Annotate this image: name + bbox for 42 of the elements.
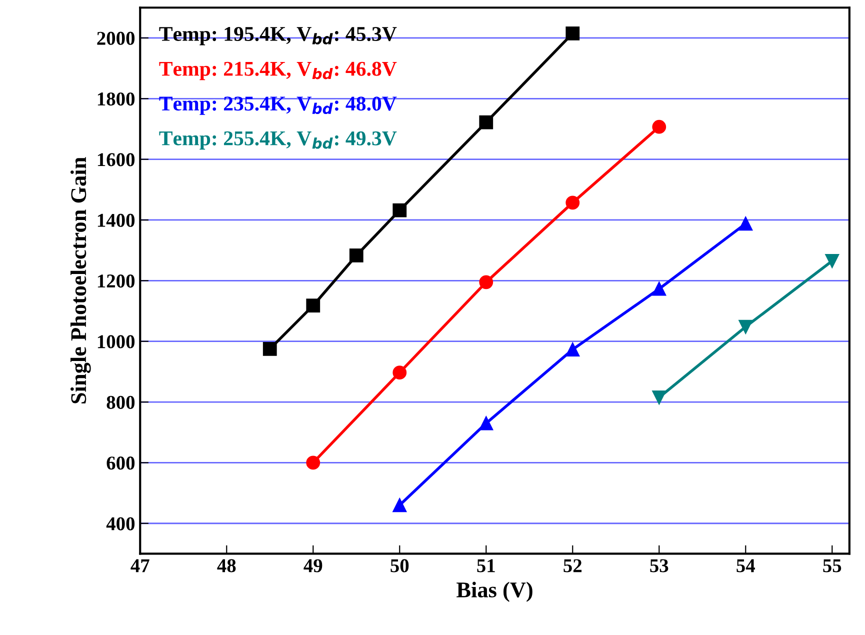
x-tick-label: 53 — [650, 559, 668, 572]
x-tick-label: 49 — [304, 559, 322, 572]
y-tick-label: 2000 — [97, 32, 135, 45]
text: Temp: 255.4K, V$_{bd}$: 49.3V — [159, 131, 397, 150]
x-tick-label: 55 — [823, 559, 842, 572]
x-tick-label: 48 — [217, 559, 236, 572]
y-tick-label: 1400 — [98, 214, 135, 227]
x-tick-label: 47 — [130, 559, 150, 572]
x-tick-label: 52 — [564, 559, 582, 572]
text: Temp: 215.4K, V$_{bd}$: 46.8V — [159, 62, 397, 80]
y-tick-label: 1800 — [98, 92, 135, 106]
point — [479, 115, 494, 130]
point — [652, 282, 666, 296]
y-tick-label: 1600 — [98, 153, 135, 166]
point — [306, 456, 320, 470]
point — [392, 498, 407, 512]
point — [479, 275, 494, 290]
text: Temp: 235.4K, V$_{bd}$: 48.0V — [159, 96, 397, 115]
point — [566, 196, 580, 210]
x-tick-label: 54 — [736, 559, 755, 572]
point — [566, 342, 580, 356]
point — [262, 342, 277, 356]
point — [392, 203, 407, 218]
point — [392, 366, 407, 380]
point — [652, 390, 666, 404]
point — [566, 26, 580, 40]
point — [652, 120, 666, 134]
point — [738, 216, 753, 231]
point — [349, 248, 364, 262]
x-tick-label: 51 — [477, 559, 495, 572]
x-axis-title: Bias (V) — [456, 582, 532, 602]
point — [306, 298, 320, 312]
point — [738, 320, 753, 334]
y-tick-label: 400 — [106, 517, 135, 530]
y-tick-label: 1000 — [98, 335, 135, 348]
x-tick-label: 50 — [390, 559, 409, 572]
y-tick-label: 1200 — [98, 274, 135, 288]
point — [825, 254, 840, 268]
y-axis-title: Single Photoelectron Gain — [70, 157, 91, 404]
point — [479, 416, 494, 430]
y-tick-label: 800 — [106, 396, 135, 409]
y-tick-label: 600 — [106, 456, 135, 470]
